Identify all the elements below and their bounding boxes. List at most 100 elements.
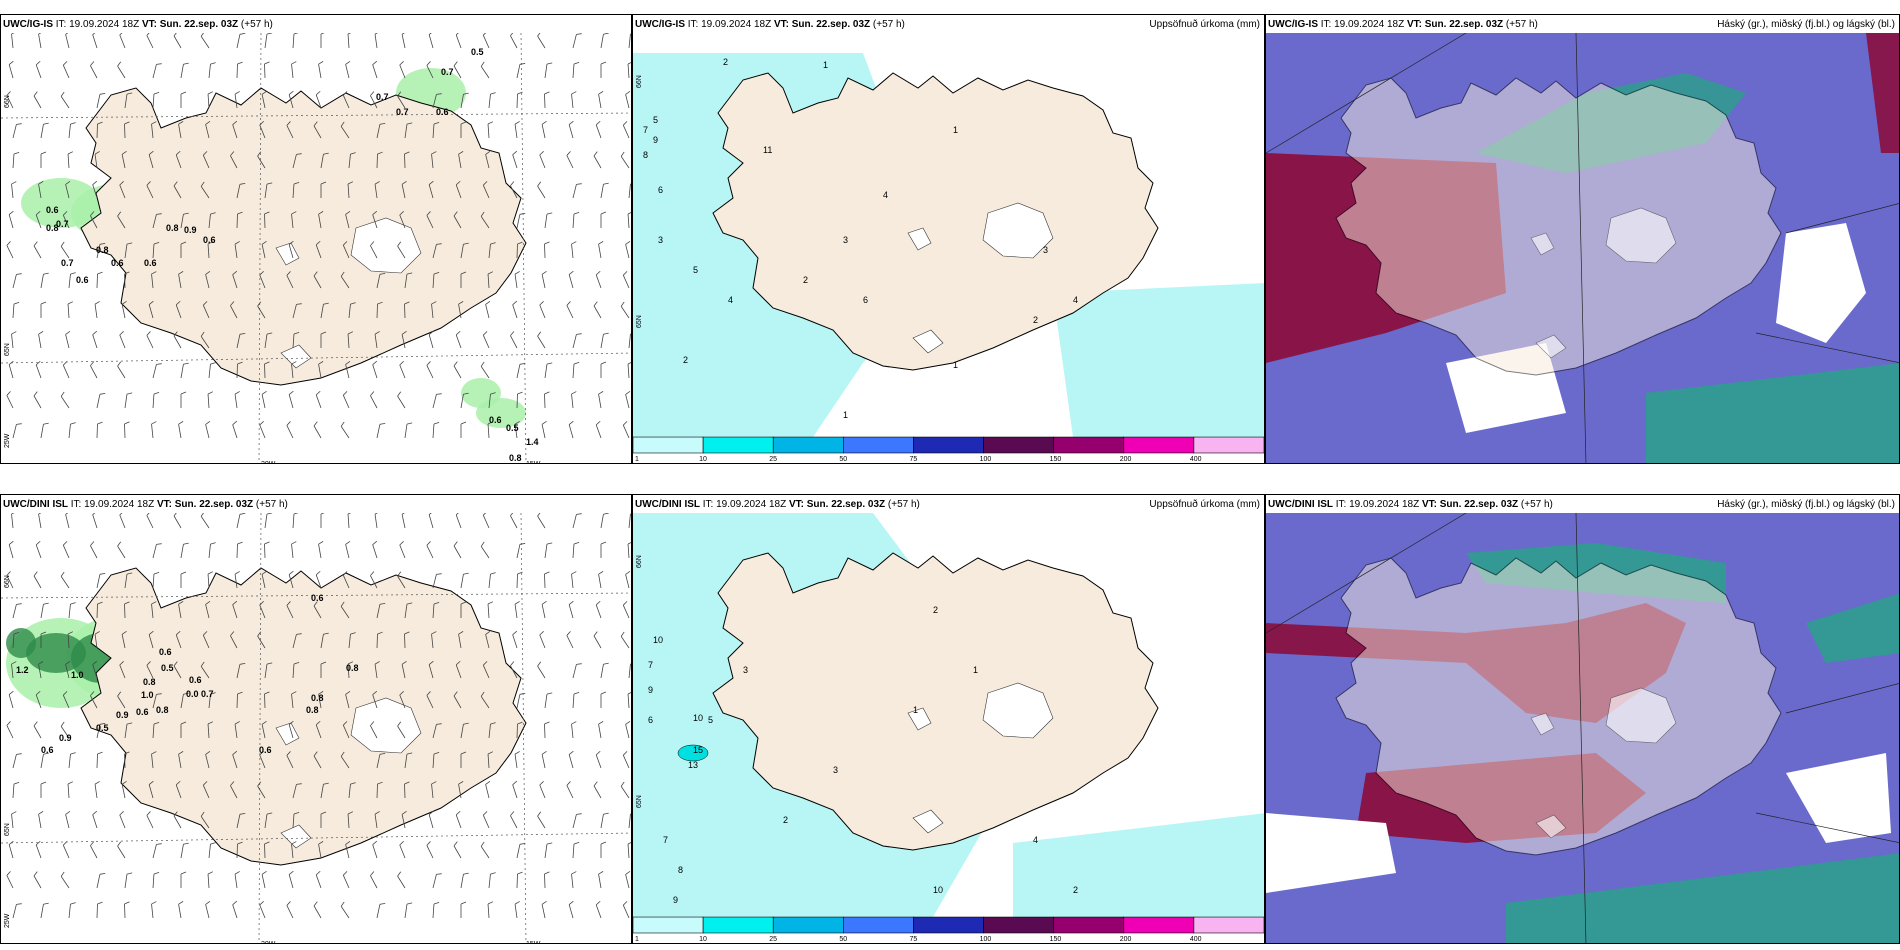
wind-barb-staff	[8, 844, 14, 859]
wind-barb-staff	[404, 124, 408, 139]
wind-barb-staff	[291, 214, 294, 229]
wind-barb	[205, 270, 211, 289]
wind-barb-staff	[598, 394, 602, 409]
wind-barb-flag	[566, 151, 571, 156]
wind-barb	[12, 273, 22, 289]
colorbar-tick-label: 150	[1050, 936, 1062, 943]
wind-barb	[593, 631, 602, 649]
wind-barb-flag	[239, 812, 246, 815]
wind-barb-flag	[60, 871, 65, 877]
wind-barb	[432, 243, 442, 259]
wind-barb-staff	[318, 544, 322, 559]
wind-barb-staff	[152, 574, 155, 589]
wind-barb-flag	[237, 61, 243, 65]
precip-value-label: 0.5	[161, 663, 174, 673]
wind-barb-flag	[148, 150, 154, 155]
colorbar-swatch	[702, 916, 774, 934]
wind-barb-flag	[296, 783, 302, 785]
wind-barb-staff	[345, 214, 350, 229]
wind-barb-flag	[286, 601, 291, 606]
wind-barb-flag	[288, 570, 294, 575]
wind-barb	[625, 570, 631, 589]
wind-barb-flag	[180, 571, 187, 575]
wind-barb	[482, 513, 490, 529]
colorbar-swatch	[843, 436, 914, 454]
wind-barb	[90, 361, 98, 379]
wind-barb-flag	[623, 421, 628, 426]
axis-label: 66N	[4, 95, 11, 108]
wind-barb	[151, 121, 157, 139]
wind-barb	[345, 360, 351, 379]
wind-barb-staff	[458, 634, 462, 649]
colorbar-swatch	[1053, 436, 1125, 454]
wind-barb-staff	[236, 664, 241, 679]
wind-barb-staff	[537, 185, 546, 199]
wind-barb-flag	[340, 421, 345, 427]
wind-barb-flag	[11, 661, 17, 665]
wind-barb	[12, 632, 20, 649]
wind-barb	[92, 513, 98, 529]
wind-barb	[35, 840, 42, 859]
wind-barb	[404, 122, 413, 139]
wind-barb-staff	[572, 184, 577, 199]
wind-barb-flag	[573, 842, 580, 845]
colorbar-tick-label: 25	[769, 936, 777, 943]
wind-barb-staff	[487, 604, 490, 619]
wind-barb	[151, 421, 157, 439]
wind-barb	[124, 872, 133, 889]
wind-barb	[264, 211, 270, 229]
wind-barb-flag	[173, 181, 178, 187]
wind-barb-staff	[12, 154, 15, 169]
wind-barb-flag	[40, 631, 47, 635]
wind-barb-staff	[320, 304, 324, 319]
wind-barb-staff	[428, 34, 434, 49]
wind-barb-flag	[126, 392, 133, 395]
wind-barb	[180, 62, 189, 79]
wind-barb-flag	[117, 211, 122, 217]
precip-value-label: 2	[1033, 315, 1038, 325]
wind-barb-flag	[399, 361, 404, 366]
wind-barb-staff	[342, 875, 350, 889]
wind-barb-staff	[485, 634, 490, 649]
wind-barb-staff	[6, 395, 14, 409]
wind-barb-flag	[153, 722, 160, 725]
wind-barb	[117, 691, 126, 709]
wind-barb-staff	[178, 424, 182, 439]
wind-barb	[291, 841, 297, 859]
precip-value-label: 1.4	[526, 437, 539, 447]
wind-barb	[404, 602, 413, 619]
wind-barb	[572, 542, 580, 559]
precip-area	[1053, 283, 1264, 437]
wind-barb	[487, 121, 494, 139]
wind-barb-staff	[428, 664, 434, 679]
wind-barb	[516, 542, 526, 559]
wind-barb-flag	[397, 871, 402, 877]
wind-barb-flag	[546, 542, 553, 545]
wind-barb-flag	[70, 422, 76, 425]
wind-barb-staff	[65, 514, 70, 529]
wind-barb-staff	[291, 694, 294, 709]
wind-barb	[345, 210, 351, 229]
wind-barb-staff	[510, 185, 518, 199]
wind-barb-staff	[432, 574, 437, 589]
wind-barb-flag	[370, 721, 375, 726]
wind-barb-staff	[482, 35, 490, 49]
wind-barb-staff	[488, 94, 491, 109]
wind-barb	[180, 391, 187, 408]
wind-barb-staff	[370, 575, 378, 589]
wind-barb-staff	[292, 34, 295, 49]
wind-barb-flag	[490, 572, 496, 575]
graticule-line	[1755, 332, 1899, 363]
wind-barb	[236, 211, 243, 229]
wind-barb	[90, 691, 98, 709]
wind-barb-flag	[16, 273, 22, 275]
wind-barb	[65, 513, 71, 529]
wind-barb-staff	[510, 35, 518, 49]
wind-barb	[595, 270, 602, 289]
wind-barb	[175, 300, 182, 319]
wind-barb-staff	[68, 754, 71, 769]
wind-barb-staff	[432, 604, 435, 619]
wind-barb-flag	[480, 361, 485, 367]
wind-barb-flag	[347, 181, 354, 185]
wind-barb-flag	[156, 63, 162, 65]
